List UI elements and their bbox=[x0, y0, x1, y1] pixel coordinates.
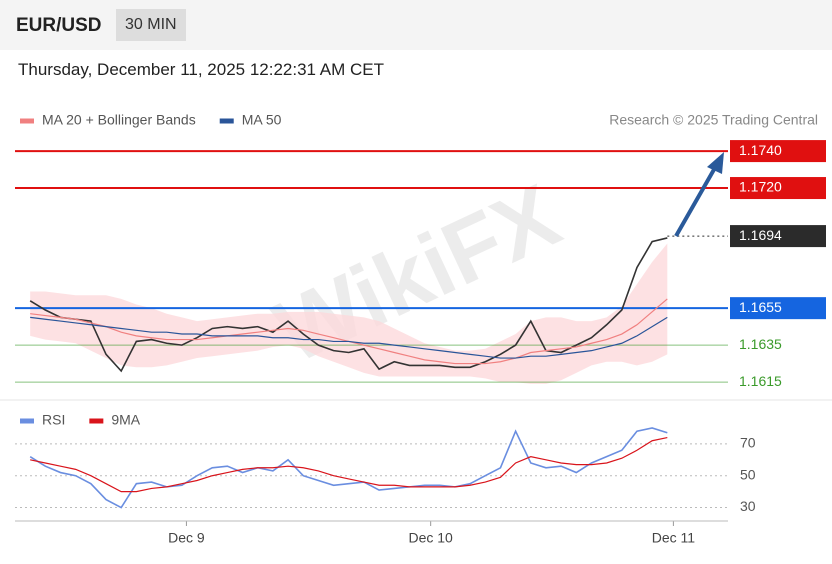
legend-label: 9MA bbox=[111, 412, 140, 428]
price-line bbox=[29, 237, 668, 373]
header-bar: EUR/USD 30 MIN bbox=[0, 0, 832, 50]
source-note: Research © 2025 Trading Central bbox=[609, 112, 818, 128]
y-tick-label: 30 bbox=[740, 498, 756, 514]
timestamp: Thursday, December 11, 2025 12:22:31 AM … bbox=[18, 60, 385, 79]
legend-label: RSI bbox=[42, 412, 65, 428]
level-label: 1.1655 bbox=[739, 299, 782, 315]
series-line bbox=[30, 316, 668, 359]
legend-swatch bbox=[89, 418, 104, 424]
trend-arrow-head bbox=[707, 152, 724, 174]
level-box bbox=[730, 177, 826, 200]
level-box bbox=[730, 297, 826, 320]
level-box bbox=[730, 225, 826, 248]
x-tick-label: Dec 9 bbox=[168, 530, 205, 546]
trend-arrow bbox=[674, 165, 718, 237]
level-label: 1.1740 bbox=[739, 142, 782, 158]
level-box bbox=[730, 140, 826, 163]
legend-label: MA 20 + Bollinger Bands bbox=[42, 112, 196, 128]
legend-swatch bbox=[219, 118, 234, 124]
level-label: 1.1615 bbox=[739, 373, 782, 389]
legend-swatch bbox=[20, 418, 34, 424]
level-label: 1.1720 bbox=[739, 179, 782, 195]
x-tick-label: Dec 10 bbox=[408, 530, 453, 546]
x-tick-label: Dec 11 bbox=[652, 530, 696, 546]
level-label: 1.1635 bbox=[739, 336, 782, 352]
timeframe-tab[interactable]: 30 MIN bbox=[116, 9, 186, 41]
y-tick-label: 50 bbox=[740, 466, 756, 482]
level-label: 1.1694 bbox=[739, 227, 782, 243]
series-line bbox=[29, 427, 668, 509]
y-tick-label: 70 bbox=[740, 435, 756, 451]
legend-label: MA 50 bbox=[242, 112, 282, 128]
legend-swatch bbox=[20, 118, 34, 124]
symbol: EUR/USD bbox=[16, 15, 102, 36]
series-line bbox=[30, 436, 668, 493]
